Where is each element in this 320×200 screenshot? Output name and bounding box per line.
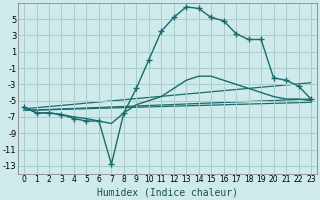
X-axis label: Humidex (Indice chaleur): Humidex (Indice chaleur) [97, 187, 238, 197]
